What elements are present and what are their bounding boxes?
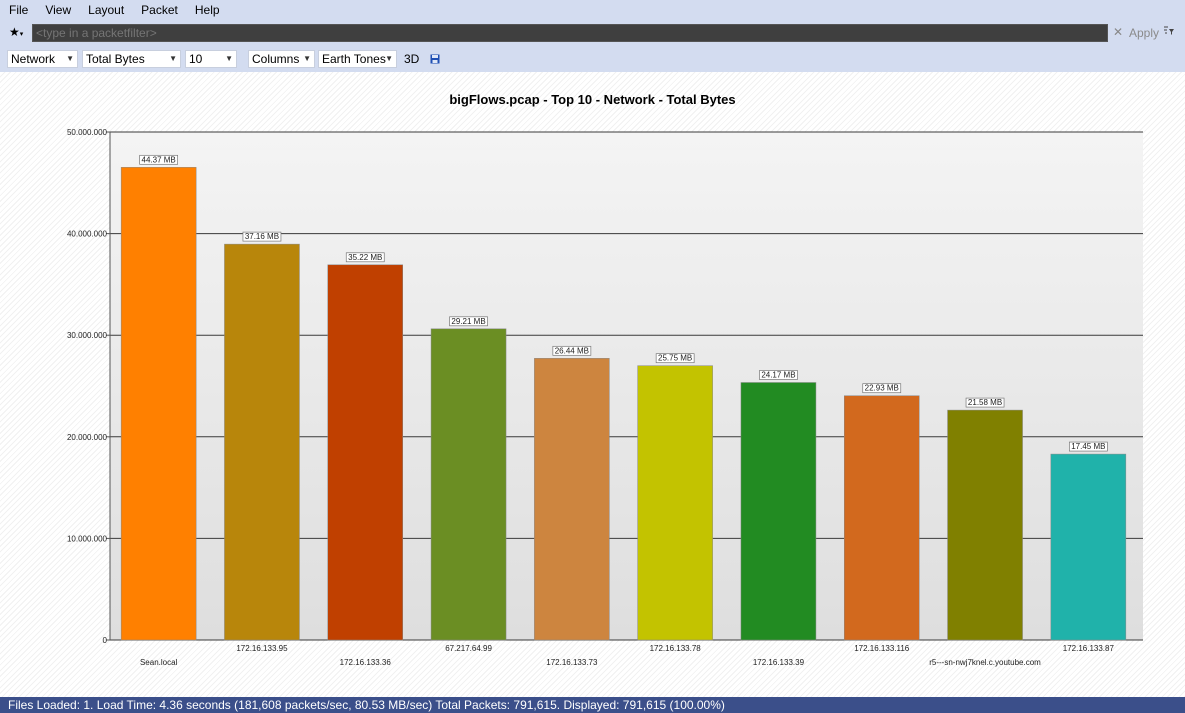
menu-help[interactable]: Help	[194, 3, 220, 17]
status-bar: Files Loaded: 1. Load Time: 4.36 seconds…	[0, 697, 1185, 713]
x-tick-label: 172.16.133.95	[236, 644, 288, 653]
dimension-select[interactable]: Network ▼	[7, 50, 78, 68]
data-label: 44.37 MB	[142, 155, 176, 164]
y-tick-label: 30.000.000	[67, 331, 108, 340]
y-tick-label: 20.000.000	[67, 433, 108, 442]
favorite-filters-icon[interactable]: ★▾	[9, 25, 24, 39]
bar-chart: 0 10.000.000 20.000.000 30.000.000 40.000.00…	[67, 128, 1143, 667]
menu-file[interactable]: File	[9, 3, 29, 17]
data-label-box	[1068, 441, 1108, 452]
palette-select[interactable]: Earth Tones ▼	[318, 50, 397, 68]
metric-select[interactable]: Total Bytes ▼	[82, 50, 181, 68]
data-label: 26.44 MB	[555, 346, 589, 355]
data-label-box	[242, 231, 282, 242]
bar[interactable]	[947, 409, 1023, 641]
bar[interactable]	[224, 243, 300, 641]
bar[interactable]	[327, 264, 403, 641]
data-label: 37.16 MB	[245, 232, 279, 241]
apply-filter-button[interactable]: Apply	[1129, 26, 1160, 40]
chevron-down-icon: ▼	[66, 54, 74, 63]
y-tick-label: 0	[103, 636, 108, 645]
x-tick-label: 67.217.64.99	[445, 644, 492, 653]
menu-packet[interactable]: Packet	[141, 3, 178, 17]
save-icon[interactable]	[430, 53, 440, 64]
data-label: 24.17 MB	[761, 370, 795, 379]
packet-filter-input[interactable]	[32, 24, 1108, 42]
data-label-box	[862, 383, 902, 394]
x-tick-label: 172.16.133.73	[546, 658, 598, 667]
chart-options-toolbar: Network ▼ Total Bytes ▼ 10 ▼ Columns ▼ Earth…	[0, 49, 1185, 71]
bar[interactable]	[1050, 453, 1127, 641]
bar[interactable]	[740, 382, 817, 641]
x-tick-label: 172.16.133.116	[854, 644, 910, 653]
bar[interactable]	[844, 395, 920, 641]
chevron-down-icon: ▼	[225, 54, 233, 63]
top-n-select[interactable]: 10 ▼	[185, 50, 237, 68]
bar[interactable]	[534, 358, 610, 641]
chart-type-select-value: Columns	[252, 52, 300, 66]
filter-bar: ★▾ ✕ Apply	[0, 22, 1185, 44]
clear-filter-icon[interactable]: ✕	[1113, 25, 1124, 39]
data-label-box	[965, 397, 1005, 408]
data-label: 21.58 MB	[968, 398, 1002, 407]
menu-layout[interactable]: Layout	[88, 3, 125, 17]
y-tick-label: 50.000.000	[67, 128, 108, 137]
chevron-down-icon: ▼	[169, 54, 177, 63]
menu-bar: File View Layout Packet Help	[0, 0, 228, 20]
data-label-box	[345, 252, 385, 263]
top-n-select-value: 10	[189, 52, 203, 66]
data-label-box	[655, 353, 695, 364]
x-tick-label: r5---sn-nwj7knel.c.youtube.com	[929, 658, 1041, 667]
chart-type-select[interactable]: Columns ▼	[248, 50, 315, 68]
data-label: 29.21 MB	[451, 317, 485, 326]
data-label: 35.22 MB	[348, 253, 382, 262]
metric-select-value: Total Bytes	[86, 52, 145, 66]
bar[interactable]	[430, 328, 507, 641]
data-label: 17.45 MB	[1071, 442, 1105, 451]
y-tick-label: 10.000.000	[67, 534, 108, 543]
dimension-select-value: Network	[11, 52, 56, 66]
chevron-down-icon: ▼	[385, 54, 393, 63]
x-tick-label: 172.16.133.36	[340, 658, 392, 667]
y-tick-label: 40.000.000	[67, 230, 108, 239]
palette-select-value: Earth Tones	[322, 52, 386, 66]
x-tick-label: Sean.local	[140, 658, 178, 667]
filter-options-icon[interactable]	[1163, 25, 1175, 40]
chart-title: bigFlows.pcap - Top 10 - Network - Total…	[449, 92, 736, 107]
data-label: 22.93 MB	[865, 384, 899, 393]
data-label-box	[449, 316, 488, 327]
top-toolbar-panel: File View Layout Packet Help ★▾ ✕ Apply …	[0, 0, 1185, 72]
bar[interactable]	[637, 365, 713, 641]
data-label-box	[552, 345, 592, 356]
x-tick-label: 172.16.133.78	[650, 644, 702, 653]
data-label-box	[759, 370, 798, 380]
x-tick-label: 172.16.133.39	[753, 658, 805, 667]
bar[interactable]	[120, 167, 197, 641]
menu-view[interactable]: View	[45, 3, 72, 17]
chevron-down-icon: ▼	[303, 54, 311, 63]
data-label: 25.75 MB	[658, 354, 692, 363]
3d-toggle-button[interactable]: 3D	[404, 52, 420, 66]
x-tick-label: 172.16.133.87	[1063, 644, 1115, 653]
data-label-box	[139, 154, 178, 165]
